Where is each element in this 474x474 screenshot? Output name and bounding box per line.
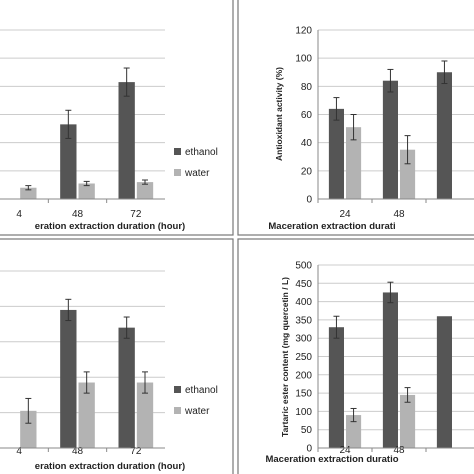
panel-bottom-right-chart: 24 48 0 50 100 150 200 250 300 350 400 450 500 Macera…	[237, 238, 474, 474]
legend-label-water: water	[184, 406, 210, 417]
bar-water-24	[20, 187, 37, 199]
legend-swatch-water	[174, 169, 181, 176]
x-tick-label: 48	[393, 445, 405, 456]
bar-water-24	[20, 410, 37, 448]
bar-water-72	[136, 182, 154, 199]
bar-ethanol-72	[118, 327, 135, 448]
y-tick-label: 200	[295, 370, 312, 381]
x-axis-label: eration extraction duration (hour)	[35, 461, 185, 472]
x-tick-label: 72	[130, 446, 142, 457]
bar-ethanol-72	[436, 316, 452, 448]
bar-ethanol-48	[382, 292, 398, 448]
bar-water-48	[400, 394, 416, 448]
legend: ethanol water	[174, 147, 218, 179]
y-tick-label: 100	[295, 407, 312, 418]
panel-bottom-left-chart: 4 48 72 eration extraction duration (hour) e…	[0, 238, 234, 474]
panel-frame	[0, 238, 234, 474]
y-tick-label: 450	[295, 279, 312, 290]
x-tick-label: 48	[393, 209, 405, 220]
y-tick-label: 500	[295, 261, 312, 272]
legend: ethanol water	[174, 385, 218, 417]
bar-water-24	[346, 415, 362, 448]
bar-water-24	[346, 127, 362, 199]
panel-frame	[237, 0, 474, 236]
bar-ethanol-48	[382, 80, 398, 199]
bar-water-72	[136, 382, 154, 448]
y-axis-label: Antioxidant activity (%)	[274, 67, 284, 161]
legend-swatch-ethanol	[174, 386, 181, 393]
y-tick-label: 50	[301, 425, 313, 436]
x-tick-label: 24	[339, 445, 351, 456]
x-axis-label: Maceration extraction duratio	[265, 454, 398, 465]
legend-label-ethanol: ethanol	[185, 385, 218, 396]
x-tick-label: 48	[72, 446, 84, 457]
x-tick-label: 72	[130, 209, 142, 220]
y-tick-label: 150	[295, 389, 312, 400]
y-tick-label: 60	[301, 110, 313, 121]
y-tick-label: 250	[295, 352, 312, 363]
y-tick-label: 300	[295, 334, 312, 345]
y-tick-label: 80	[301, 82, 313, 93]
x-tick-label: 4	[16, 446, 22, 457]
bar-ethanol-72	[436, 72, 452, 199]
bar-ethanol-24	[328, 108, 344, 199]
y-axis-label: Tartaric ester content (mg quercetin / L…	[280, 277, 290, 437]
x-axis-label: Maceration extraction durati	[268, 221, 395, 232]
bar-ethanol-72	[118, 82, 135, 199]
x-axis-label: eration extraction duration (hour)	[35, 221, 185, 232]
y-tick-label: 40	[301, 138, 313, 149]
panel-frame	[0, 0, 234, 236]
y-tick-label: 100	[295, 54, 312, 65]
y-tick-label: 120	[295, 26, 312, 37]
x-tick-label: 48	[72, 209, 84, 220]
legend-label-water: water	[184, 168, 210, 179]
x-tick-label: 24	[339, 209, 351, 220]
bar-water-48	[400, 149, 416, 199]
bar-water-48	[78, 183, 95, 199]
panel-frame	[237, 238, 474, 474]
y-tick-label: 0	[306, 195, 312, 206]
bar-ethanol-48	[60, 124, 77, 199]
bar-ethanol-24	[328, 327, 344, 448]
y-tick-label: 350	[295, 315, 312, 326]
bar-water-48	[78, 382, 95, 448]
y-tick-label: 400	[295, 297, 312, 308]
y-tick-label: 20	[301, 166, 313, 177]
bar-ethanol-48	[60, 309, 77, 448]
x-tick-label: 4	[16, 209, 22, 220]
legend-label-ethanol: ethanol	[185, 147, 218, 158]
legend-swatch-ethanol	[174, 148, 181, 155]
y-tick-label: 0	[306, 444, 312, 455]
legend-swatch-water	[174, 407, 181, 414]
panel-top-right-chart: 24 48 0 20 40 60 80 100 120 Maceration extraction…	[237, 0, 474, 236]
